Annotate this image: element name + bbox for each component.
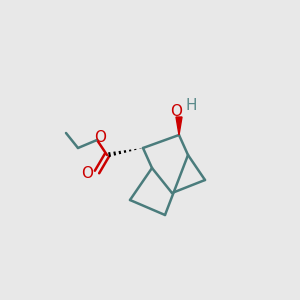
Text: O: O (170, 104, 182, 119)
Polygon shape (176, 117, 182, 135)
Text: O: O (81, 167, 93, 182)
Text: H: H (185, 98, 197, 113)
Text: O: O (94, 130, 106, 145)
